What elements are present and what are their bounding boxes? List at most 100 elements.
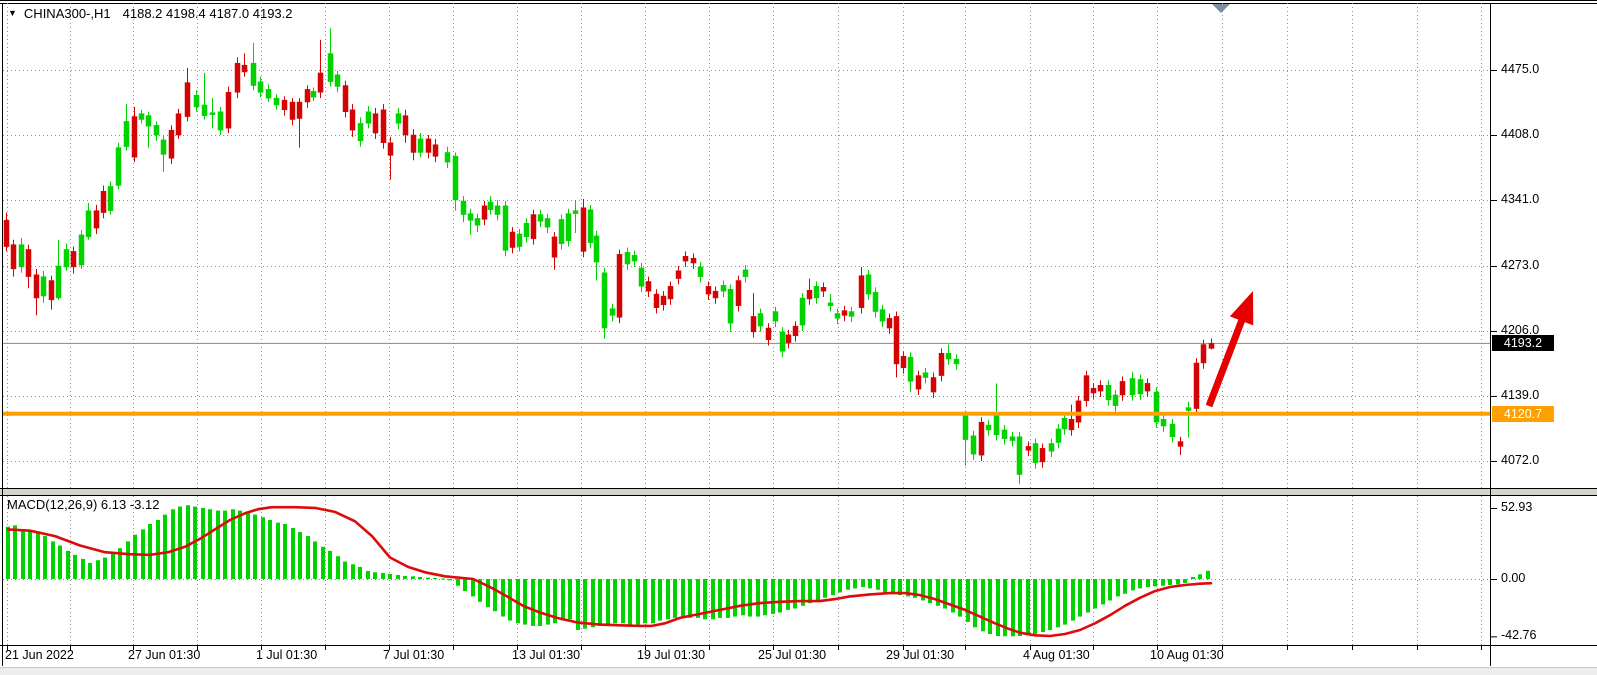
candle-body xyxy=(387,142,394,156)
macd-histogram-bar xyxy=(621,579,625,624)
candle-body xyxy=(444,152,451,163)
macd-histogram-bar xyxy=(996,579,1000,637)
candlestick-series xyxy=(3,28,1215,485)
candle-body xyxy=(820,287,827,292)
macd-histogram-bar xyxy=(441,578,445,580)
macd-histogram-bar xyxy=(336,556,340,579)
macd-histogram-bar xyxy=(1003,579,1007,637)
candle-body xyxy=(184,82,191,117)
macd-histogram-bar xyxy=(523,579,527,625)
macd-histogram-bar xyxy=(178,506,182,579)
candle-body xyxy=(1009,436,1016,441)
macd-histogram-bar xyxy=(43,536,47,579)
macd-histogram-bar xyxy=(613,579,617,624)
candle-body xyxy=(48,280,55,301)
macd-histogram-bar xyxy=(1153,579,1157,587)
candle-body xyxy=(1160,418,1167,427)
macd-histogram-bar xyxy=(163,514,167,579)
candle-body xyxy=(145,115,152,127)
macd-histogram-bar xyxy=(763,579,767,616)
candle-body xyxy=(1075,400,1082,423)
candle-body xyxy=(100,191,107,213)
macd-histogram-bar xyxy=(778,579,782,613)
macd-histogram-bar xyxy=(583,579,587,629)
macd-histogram-bar xyxy=(246,513,250,579)
candle-body xyxy=(123,121,130,147)
price-axis-label: 4273.0 xyxy=(1501,257,1540,272)
candle-body xyxy=(593,235,600,263)
candle-body xyxy=(930,377,937,393)
candle-body xyxy=(712,290,719,299)
macd-histogram-bar xyxy=(291,528,295,579)
macd-histogram-bar xyxy=(748,579,752,617)
macd-histogram-bar xyxy=(21,529,25,579)
macd-histogram-bar xyxy=(531,579,535,626)
candle-body xyxy=(85,210,92,238)
macd-histogram-bar xyxy=(988,579,992,634)
macd-histogram-bar xyxy=(118,548,122,579)
candle-body xyxy=(494,205,501,215)
candle-body xyxy=(474,218,481,226)
candle-body xyxy=(735,280,742,306)
macd-histogram-bar xyxy=(891,579,895,594)
candle-body xyxy=(1208,343,1215,349)
macd-histogram-bar xyxy=(1206,570,1210,579)
macd-histogram-bar xyxy=(216,510,220,579)
macd-histogram-bar xyxy=(403,575,407,579)
candle-body xyxy=(660,295,667,306)
macd-histogram-bar xyxy=(343,561,347,579)
candle-body xyxy=(402,115,409,136)
current-bar-marker-icon xyxy=(1212,4,1230,13)
candle-body xyxy=(523,223,530,238)
macd-histogram-bar xyxy=(351,564,355,579)
candle-body xyxy=(675,270,682,279)
macd-histogram-bar xyxy=(793,579,797,609)
candle-body xyxy=(131,116,138,158)
panel-separator[interactable] xyxy=(0,488,1597,496)
candle-body xyxy=(25,249,32,277)
macd-histogram-bar xyxy=(816,579,820,601)
candle-body xyxy=(601,272,608,329)
candle-body xyxy=(765,327,772,340)
macd-histogram-bar xyxy=(1191,576,1195,579)
macd-histogram-bar xyxy=(13,525,17,579)
current-price-badge: 4193.2 xyxy=(1492,335,1554,352)
candle-body xyxy=(217,111,224,131)
candle-body xyxy=(432,144,439,157)
candle-body xyxy=(865,274,872,295)
candle-body xyxy=(265,89,272,99)
macd-histogram-bar xyxy=(786,579,790,610)
candle-body xyxy=(33,274,40,299)
candle-body xyxy=(813,286,820,299)
macd-histogram-bar xyxy=(81,558,85,579)
candle-body xyxy=(1105,385,1112,401)
candle-body xyxy=(1193,362,1200,409)
macd-histogram-bar xyxy=(111,553,115,579)
candle-body xyxy=(372,113,379,134)
candle-body xyxy=(750,316,757,333)
macd-indicator-label: MACD(12,26,9) 6.13 -3.12 xyxy=(7,497,160,512)
window-bottom-edge xyxy=(0,667,1597,675)
candle-body xyxy=(1119,381,1126,396)
candle-body xyxy=(970,435,977,455)
trend-arrow-head xyxy=(1229,291,1254,326)
candle-body xyxy=(209,112,216,115)
candle-body xyxy=(395,113,402,124)
macd-histogram-bar xyxy=(133,534,137,579)
candle-body xyxy=(848,311,855,317)
time-axis-label: 25 Jul 01:30 xyxy=(758,648,827,662)
macd-histogram-bar xyxy=(501,579,505,617)
symbol-triangle-icon[interactable]: ▼ xyxy=(8,8,17,18)
trend-arrow-shaft xyxy=(1205,315,1247,408)
candle-body xyxy=(915,375,922,390)
macd-histogram-bar xyxy=(388,574,392,579)
macd-histogram-bar xyxy=(951,579,955,613)
candle-body xyxy=(653,293,660,308)
candle-body xyxy=(886,318,893,329)
macd-histogram-bar xyxy=(51,541,55,579)
candle-body xyxy=(70,251,77,268)
candle-body xyxy=(509,231,516,248)
macd-histogram-bar xyxy=(1018,579,1022,637)
